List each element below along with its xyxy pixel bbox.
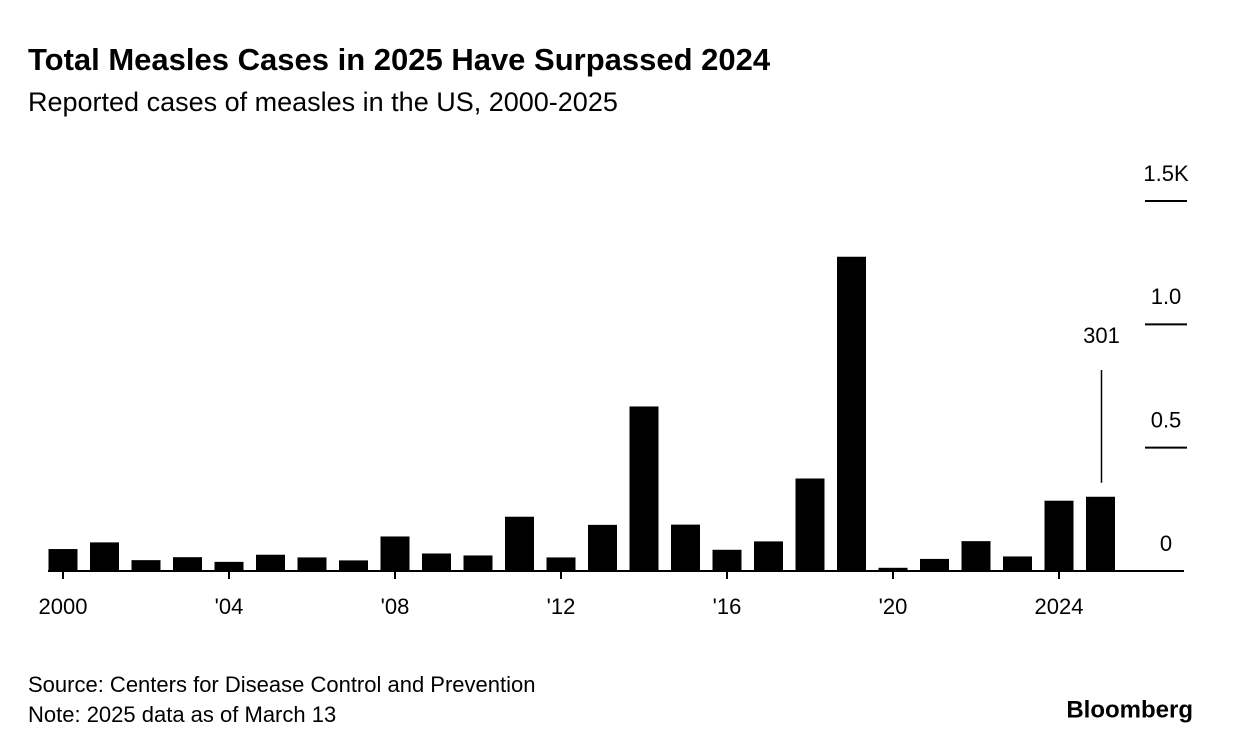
- x-tick-label: '04: [215, 594, 244, 619]
- bar: [837, 256, 866, 571]
- bar: [961, 541, 991, 571]
- y-tick-label: 0: [1160, 531, 1172, 556]
- bar: [463, 555, 493, 571]
- x-tick-label: '08: [381, 594, 410, 619]
- bar: [339, 560, 368, 571]
- bar: [795, 478, 825, 571]
- bar: [131, 560, 161, 571]
- note: Note: 2025 data as of March 13: [28, 702, 336, 727]
- x-tick-label: 2000: [39, 594, 88, 619]
- bar: [256, 554, 285, 571]
- bar: [1044, 500, 1074, 571]
- bar: [671, 524, 700, 571]
- x-tick-label: '20: [879, 594, 908, 619]
- x-tick-label: '16: [713, 594, 742, 619]
- bar: [920, 558, 949, 571]
- bar: [629, 406, 659, 571]
- bar: [588, 524, 617, 571]
- bar: [90, 542, 119, 571]
- bar: [878, 567, 908, 571]
- bar: [1003, 556, 1032, 571]
- x-tick-label: '12: [547, 594, 576, 619]
- x-tick-label: 2024: [1035, 594, 1084, 619]
- bar: [48, 549, 78, 571]
- bar: [754, 541, 783, 571]
- bar: [214, 561, 244, 571]
- brand-logo: Bloomberg: [1066, 696, 1193, 723]
- data-label: 301: [1083, 323, 1120, 348]
- chart-title: Total Measles Cases in 2025 Have Surpass…: [28, 42, 771, 77]
- bar: [546, 557, 576, 571]
- y-tick-label: 1.5K: [1143, 161, 1189, 186]
- bar: [422, 553, 451, 571]
- bar: [380, 536, 410, 571]
- bar: [297, 557, 327, 571]
- bar: [173, 557, 202, 571]
- y-tick-label: 0.5: [1151, 407, 1182, 432]
- bar: [505, 516, 534, 571]
- chart-subtitle: Reported cases of measles in the US, 200…: [28, 87, 618, 117]
- bar: [712, 549, 742, 571]
- source: Source: Centers for Disease Control and …: [28, 672, 535, 697]
- y-tick-label: 1.0: [1151, 284, 1182, 309]
- bar: [1086, 496, 1115, 571]
